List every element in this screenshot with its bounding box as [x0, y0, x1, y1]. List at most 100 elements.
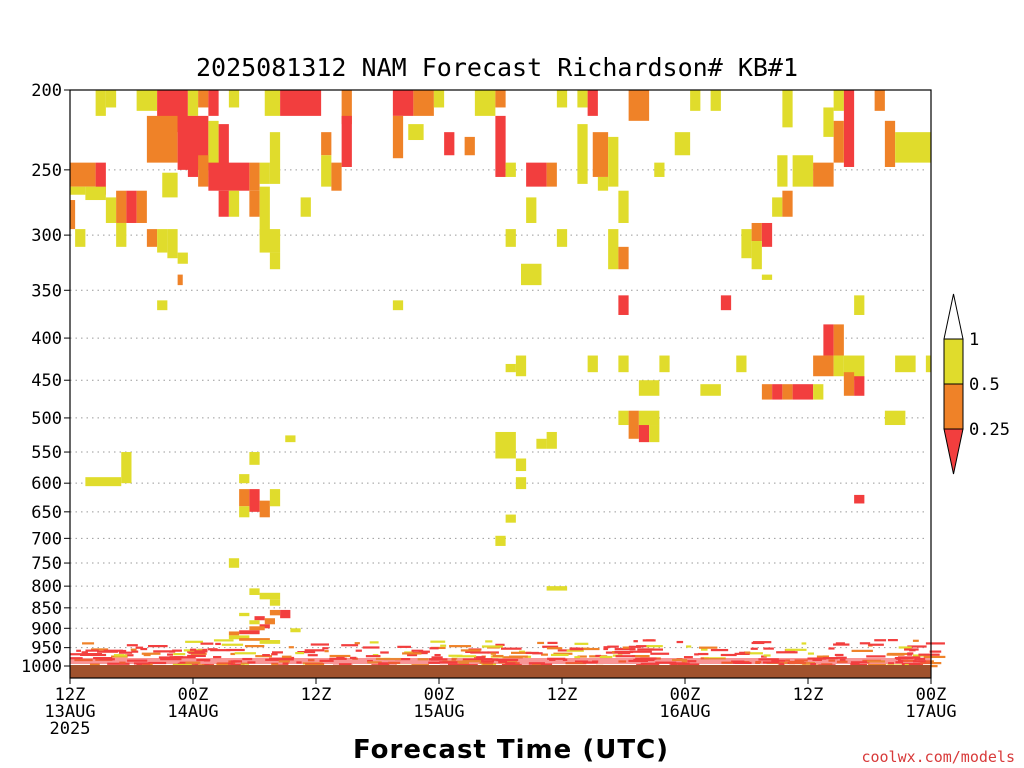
ri-cell	[854, 376, 865, 396]
surface-cell	[810, 662, 817, 666]
surface-cell	[907, 652, 914, 655]
surface-cell	[650, 652, 670, 655]
surface-cell	[362, 646, 380, 649]
surface-cell	[407, 653, 418, 657]
surface-cell	[481, 645, 503, 648]
chart-title: 2025081312 NAM Forecast Richardson# KB#1	[196, 53, 798, 82]
surface-cell	[746, 652, 763, 655]
surface-cell	[851, 649, 873, 652]
surface-cell	[605, 651, 619, 654]
ri-cell	[249, 620, 260, 625]
surface-cell	[628, 645, 642, 648]
surface-cell	[288, 646, 294, 649]
surface-cell	[194, 650, 208, 653]
ri-cell	[618, 246, 629, 270]
surface-cell	[801, 642, 807, 645]
legend-label: 1	[969, 330, 979, 350]
ri-cell	[269, 609, 281, 616]
surface-cell	[577, 655, 587, 658]
plot-frame	[69, 89, 932, 679]
ri-cell	[85, 186, 106, 201]
y-axis-ticks: 200 250 300 350 400 450 500 550 600 650 700 750 8008…	[21, 81, 70, 677]
ri-cell	[618, 410, 629, 426]
ri-cell	[592, 132, 609, 177]
ri-cell	[228, 631, 240, 636]
surface-cell	[76, 649, 81, 652]
ri-cell	[105, 90, 117, 108]
surface-cell	[141, 652, 161, 655]
data-cells	[70, 90, 931, 644]
ri-cell	[187, 162, 199, 177]
surface-cell	[197, 648, 208, 651]
ri-cell	[285, 435, 296, 443]
ri-cell	[792, 155, 814, 187]
ri-cell	[239, 506, 250, 518]
ri-cell	[280, 90, 322, 116]
ri-cell	[833, 324, 844, 356]
x-tick-label: 12Z	[793, 685, 824, 705]
surface-cell	[508, 655, 528, 658]
surface-cell	[524, 655, 532, 658]
ri-cell	[331, 162, 342, 191]
x-tick-label: 13AUG	[44, 702, 95, 722]
surface-cell	[262, 654, 270, 657]
surface-cell	[929, 650, 942, 653]
ri-cell	[146, 115, 178, 163]
surface-cell	[603, 646, 610, 649]
ri-cell	[341, 90, 352, 125]
ri-cell	[813, 355, 834, 377]
surface-cell	[492, 654, 504, 658]
ri-cell	[761, 222, 773, 247]
surface-cell	[785, 648, 807, 651]
surface-cell	[642, 639, 656, 642]
ri-cell	[392, 300, 404, 311]
ri-cell	[761, 384, 773, 400]
ri-cell	[228, 558, 240, 568]
x-tick-label: 00Z	[178, 685, 209, 705]
surface-cell	[380, 651, 389, 654]
ri-cell	[444, 132, 455, 156]
ri-cell	[833, 120, 844, 163]
surface-cell	[307, 654, 318, 657]
surface-cell	[297, 650, 316, 654]
surface-cell	[697, 652, 709, 656]
ri-cell	[146, 229, 158, 247]
ri-cell	[777, 155, 788, 187]
ri-cell	[761, 274, 773, 280]
surface-cell	[140, 647, 148, 651]
surface-cell	[86, 653, 94, 656]
ri-cell	[413, 90, 434, 116]
surface-cell	[324, 650, 329, 653]
ri-cell	[526, 162, 547, 187]
ri-cell	[249, 588, 260, 595]
ri-cell	[70, 162, 96, 187]
ri-cell	[874, 90, 885, 111]
surface-cell	[525, 651, 539, 655]
surface-cell	[866, 655, 886, 658]
surface-cell	[614, 650, 634, 654]
ri-cell	[259, 592, 281, 600]
ri-cell	[823, 324, 834, 356]
surface-cell	[574, 642, 589, 645]
ri-cell	[505, 229, 516, 247]
surface-cell	[750, 647, 758, 650]
ri-cell	[515, 458, 527, 472]
surface-cell	[234, 652, 256, 655]
ri-cell	[751, 241, 762, 270]
ri-cell	[895, 355, 916, 373]
surface-cell	[833, 643, 850, 646]
surface-cell	[304, 649, 325, 652]
ri-cell	[264, 90, 281, 116]
y-tick-label: 850	[31, 599, 62, 619]
surface-cell	[168, 650, 176, 653]
surface-cell	[648, 648, 664, 651]
surface-cell	[434, 653, 441, 657]
surface-cell	[776, 651, 798, 654]
surface-cell	[355, 649, 362, 652]
ri-cell	[587, 90, 598, 116]
surface-cell	[495, 643, 505, 646]
x-tick-label: 2025	[50, 719, 91, 739]
ri-cell	[341, 115, 352, 167]
